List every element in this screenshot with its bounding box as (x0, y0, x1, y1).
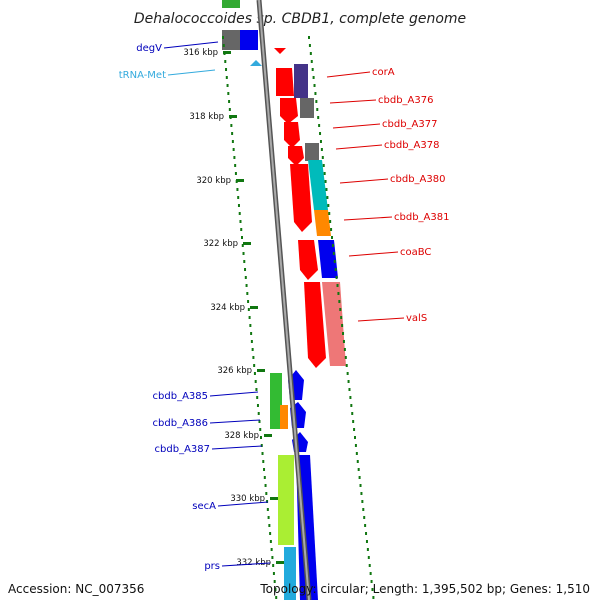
tick: 320 kbp (196, 176, 244, 186)
tick: 330 kbp (230, 494, 278, 504)
gene-name: prs (204, 561, 220, 572)
gene-label: prs (204, 561, 271, 572)
gene-label: corA (326, 67, 395, 78)
gene-name: cbdb_A377 (382, 119, 437, 130)
gene-label: degV (136, 41, 219, 54)
gene-label: tRNA-Met (119, 69, 216, 81)
tick: 316 kbp (183, 48, 231, 58)
gene-label: cbdb_A380 (339, 174, 445, 185)
tick-label: 326 kbp (217, 366, 252, 376)
gene-name: cbdb_A376 (378, 95, 433, 106)
scale-ticks: 316 kbp 318 kbp 320 kbp 322 kbp 324 kbp 326 k… (183, 48, 284, 568)
gene-label: cbdb_A376 (329, 95, 433, 106)
gene-label: secA (192, 501, 269, 512)
topology-text: Topology: circular; Length: 1,395,502 bp… (260, 582, 590, 596)
gene-label: valS (357, 313, 427, 324)
accession-text: Accession: NC_007356 (8, 582, 145, 596)
gene-name: cbdb_A385 (153, 391, 208, 402)
gene-name: secA (192, 501, 216, 512)
gene-label: cbdb_A387 (155, 444, 263, 455)
gene-label: cbdb_A378 (335, 140, 439, 151)
gene-name: corA (372, 67, 395, 78)
gene-name: cbdb_A378 (384, 140, 439, 151)
tick-label: 318 kbp (189, 112, 224, 122)
tick: 326 kbp (217, 366, 265, 376)
tick: 328 kbp (224, 431, 272, 441)
tick: 318 kbp (189, 112, 237, 122)
gene-label: cbdb_A385 (153, 391, 259, 402)
tick-label: 320 kbp (196, 176, 231, 186)
tick-label: 332 kbp (236, 558, 271, 568)
tick: 322 kbp (203, 239, 251, 249)
gene-name: tRNA-Met (119, 70, 166, 81)
tick-label: 324 kbp (210, 303, 245, 313)
gene-label: cbdb_A386 (153, 418, 261, 429)
tick-label: 316 kbp (183, 48, 218, 58)
gene-labels-left: degV tRNA-Met cbdb_A385 cbdb_A386 cbdb_A387s… (119, 41, 271, 572)
gene-label: coaBC (348, 247, 431, 258)
gene-name: degV (136, 43, 162, 54)
gene-name: cbdb_A387 (155, 444, 210, 455)
backbone (256, 0, 312, 600)
gene-name: cbdb_A380 (390, 174, 445, 185)
tick: 324 kbp (210, 303, 258, 313)
gene-name: valS (406, 313, 427, 324)
gene-name: cbdb_A381 (394, 212, 449, 223)
tick-label: 322 kbp (203, 239, 238, 249)
tick: 332 kbp (236, 558, 284, 568)
map-title: Dehalococcoides sp. CBDB1, complete geno… (134, 11, 466, 27)
gene-name: coaBC (400, 247, 431, 258)
gene-label: cbdb_A381 (343, 212, 449, 223)
feature-layer (222, 0, 346, 600)
gene-label: cbdb_A377 (332, 119, 437, 130)
gene-labels-right: corA cbdb_A376 cbdb_A377 cbdb_A378 cbdb_A380… (326, 67, 449, 324)
tick-label: 330 kbp (230, 494, 265, 504)
gene-name: cbdb_A386 (153, 418, 208, 429)
tick-label: 328 kbp (224, 431, 259, 441)
dotted-rails (222, 36, 375, 599)
